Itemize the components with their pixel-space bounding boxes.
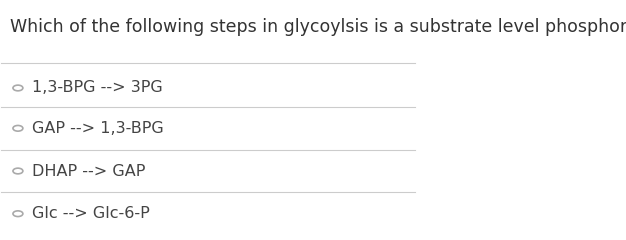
Text: DHAP --> GAP: DHAP --> GAP <box>33 163 146 179</box>
Text: GAP --> 1,3-BPG: GAP --> 1,3-BPG <box>33 121 164 136</box>
Text: Glc --> Glc-6-P: Glc --> Glc-6-P <box>33 206 150 221</box>
Text: 1,3-BPG --> 3PG: 1,3-BPG --> 3PG <box>33 80 163 96</box>
Text: Which of the following steps in glycoylsis is a substrate level phosphorylation?: Which of the following steps in glycoyls… <box>9 18 626 36</box>
